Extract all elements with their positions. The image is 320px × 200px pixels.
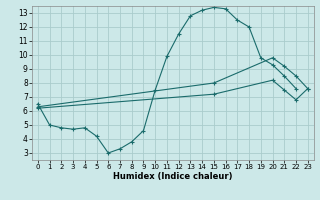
X-axis label: Humidex (Indice chaleur): Humidex (Indice chaleur) <box>113 172 233 181</box>
